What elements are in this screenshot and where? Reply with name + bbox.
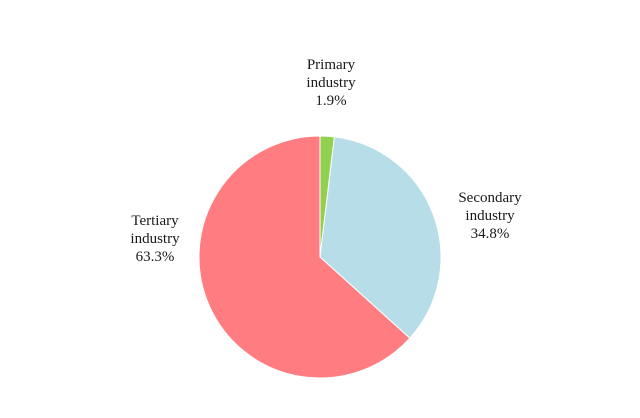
slice-label-tertiary-industry: Tertiary industry 63.3% xyxy=(130,213,180,265)
pie-slice-tertiary-industry xyxy=(198,135,411,379)
slice-name-line: industry xyxy=(130,231,180,247)
slice-name-line: industry xyxy=(465,208,515,224)
pie-labels: Primary industry 1.9% Secondary industry 34.8… xyxy=(130,57,522,265)
slice-name-line: Secondary xyxy=(458,190,522,206)
slice-name-line: industry xyxy=(306,75,356,91)
slice-label-secondary-industry: Secondary industry 34.8% xyxy=(458,190,522,242)
slice-value-label: 63.3% xyxy=(136,249,175,265)
slice-name-line: Tertiary xyxy=(131,213,179,229)
pie-slices xyxy=(198,135,442,379)
slice-value-label: 34.8% xyxy=(471,226,510,242)
pie-slice-secondary-industry xyxy=(319,136,442,339)
slice-label-primary-industry: Primary industry 1.9% xyxy=(306,57,356,109)
slice-value-label: 1.9% xyxy=(315,93,346,109)
slice-name-line: Primary xyxy=(307,57,356,73)
